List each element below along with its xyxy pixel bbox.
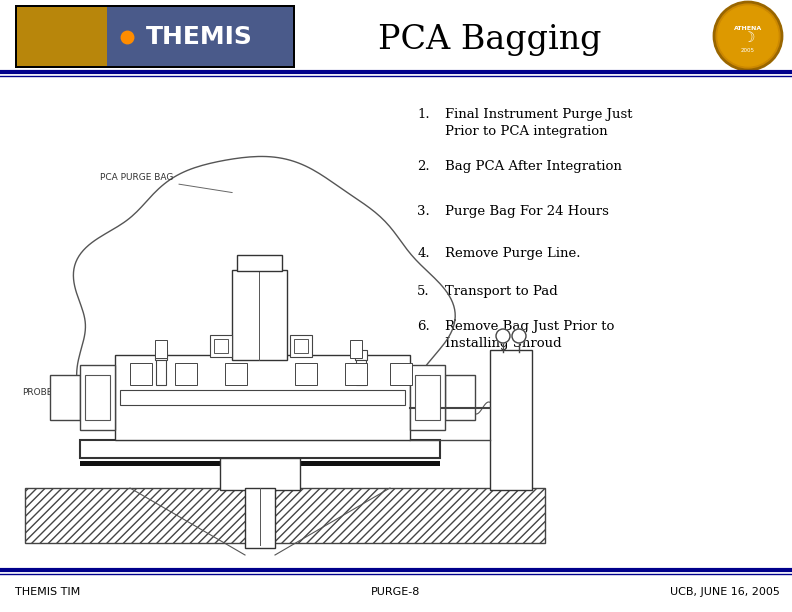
- Text: Remove Bag Just Prior to
Installing Shroud: Remove Bag Just Prior to Installing Shro…: [445, 320, 615, 350]
- Bar: [290, 335, 312, 357]
- Bar: [225, 363, 247, 385]
- Bar: [80, 461, 440, 466]
- Circle shape: [496, 329, 510, 343]
- Bar: [415, 375, 440, 420]
- Bar: [350, 340, 362, 358]
- Bar: [115, 355, 410, 440]
- Bar: [345, 363, 367, 385]
- Text: 1.: 1.: [417, 108, 430, 121]
- Bar: [175, 363, 197, 385]
- Text: UCB, JUNE 16, 2005: UCB, JUNE 16, 2005: [670, 587, 780, 597]
- Bar: [80, 365, 115, 430]
- Bar: [295, 363, 317, 385]
- Text: THEMIS: THEMIS: [147, 24, 253, 48]
- Circle shape: [718, 6, 778, 66]
- Text: PROBE: PROBE: [22, 388, 79, 397]
- Text: Bag PCA After Integration: Bag PCA After Integration: [445, 160, 622, 173]
- Circle shape: [714, 2, 782, 70]
- Bar: [17, 7, 107, 66]
- Text: PCA PURGE BAG: PCA PURGE BAG: [100, 173, 232, 193]
- Bar: [410, 365, 445, 430]
- Text: Purge Bag For 24 Hours: Purge Bag For 24 Hours: [445, 205, 609, 218]
- Text: ATHENA: ATHENA: [734, 26, 762, 31]
- Bar: [445, 375, 475, 420]
- Bar: [214, 339, 228, 353]
- Bar: [155, 340, 167, 358]
- Text: ☽: ☽: [742, 31, 754, 45]
- Bar: [85, 375, 110, 420]
- Text: Final Instrument Purge Just
Prior to PCA integration: Final Instrument Purge Just Prior to PCA…: [445, 108, 633, 138]
- Bar: [390, 363, 412, 385]
- Bar: [210, 335, 232, 357]
- Text: 6.: 6.: [417, 320, 430, 333]
- Text: 5.: 5.: [417, 285, 430, 298]
- Bar: [356, 360, 366, 385]
- Bar: [25, 488, 545, 543]
- Text: 4.: 4.: [417, 247, 430, 260]
- Bar: [156, 360, 166, 385]
- Bar: [15, 5, 295, 68]
- Bar: [155, 350, 167, 360]
- Bar: [220, 458, 300, 490]
- Bar: [294, 339, 308, 353]
- Bar: [245, 488, 275, 548]
- Text: Transport to Pad: Transport to Pad: [445, 285, 558, 298]
- Bar: [80, 440, 440, 458]
- Bar: [490, 350, 532, 490]
- Bar: [130, 363, 152, 385]
- Text: Remove Purge Line.: Remove Purge Line.: [445, 247, 581, 260]
- Bar: [232, 270, 287, 360]
- Text: THEMIS TIM: THEMIS TIM: [15, 587, 80, 597]
- Text: 2.: 2.: [417, 160, 430, 173]
- Bar: [120, 390, 405, 405]
- Bar: [237, 255, 282, 271]
- Circle shape: [512, 329, 526, 343]
- Bar: [50, 375, 80, 420]
- Text: PURGE-8: PURGE-8: [371, 587, 421, 597]
- Bar: [107, 7, 293, 66]
- Bar: [355, 350, 367, 360]
- Text: 3.: 3.: [417, 205, 430, 218]
- Text: 2005: 2005: [741, 48, 755, 53]
- Text: PCA Bagging: PCA Bagging: [379, 24, 602, 56]
